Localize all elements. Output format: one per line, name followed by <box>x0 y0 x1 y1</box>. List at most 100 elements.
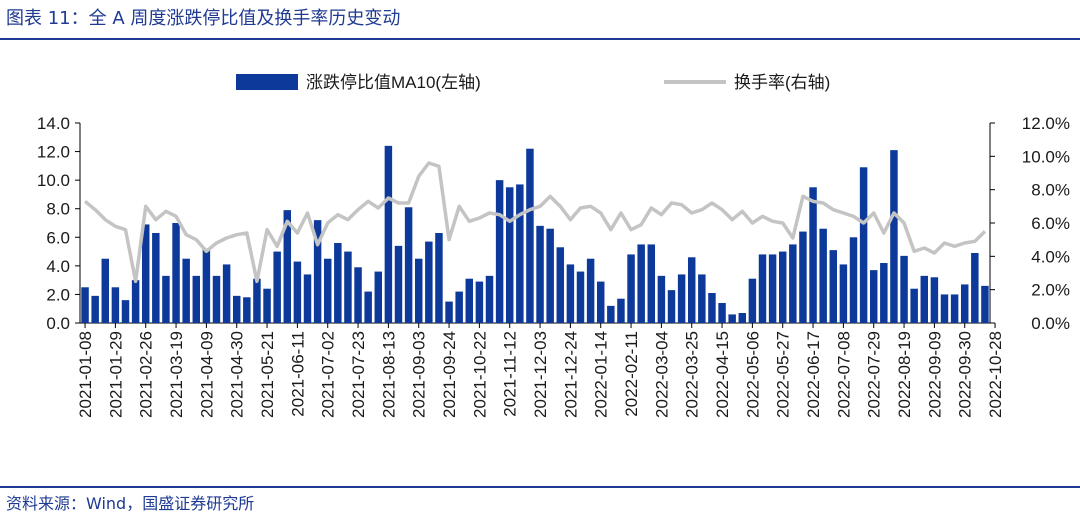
bar <box>708 293 716 323</box>
bottom-rule <box>0 486 1080 488</box>
bar <box>799 231 807 323</box>
x-tick-label: 2022-03-25 <box>683 331 702 418</box>
bar <box>940 294 949 323</box>
bar <box>546 228 554 323</box>
x-tick-label: 2022-10-28 <box>986 331 1005 418</box>
x-tick-label: 2021-01-08 <box>76 331 95 418</box>
bar <box>890 150 898 323</box>
bar <box>374 271 383 323</box>
legend-line-label: 换手率(右轴) <box>734 73 830 92</box>
bar <box>81 287 89 323</box>
x-tick-label: 2021-05-21 <box>258 331 277 418</box>
bar <box>323 258 332 323</box>
chart: 涨跌停比值MA10(左轴) 换手率(右轴) 14.0 12.0 10.0 8.0 6.0… <box>37 73 1070 418</box>
bar <box>313 220 322 323</box>
bar <box>152 233 160 323</box>
bar <box>354 267 362 323</box>
bar <box>728 314 736 323</box>
turnover-line <box>83 161 987 284</box>
source-note: 资料来源：Wind，国盛证券研究所 <box>6 494 255 513</box>
bar <box>192 275 201 323</box>
bar <box>404 207 413 323</box>
bar <box>586 258 595 323</box>
bar <box>516 184 524 323</box>
bar <box>364 291 372 323</box>
y-right-tick-label: 4.0% <box>1031 247 1070 266</box>
y-left-tick-label: 14.0 <box>37 114 70 133</box>
bar <box>617 298 625 323</box>
y-right-tick-label: 10.0% <box>1022 147 1070 166</box>
y-right-tick-label: 2.0% <box>1031 281 1070 300</box>
line-series-group <box>83 161 987 284</box>
bar <box>718 303 726 323</box>
axes <box>75 122 996 328</box>
x-tick-label: 2021-02-26 <box>137 331 156 418</box>
figure-title: 图表 11：全 A 周度涨跌停比值及换手率历史变动 <box>6 8 401 29</box>
x-tick-label: 2021-10-22 <box>470 331 489 418</box>
x-tick-label: 2021-01-29 <box>106 331 125 418</box>
bar <box>455 291 463 323</box>
bar <box>768 254 777 323</box>
x-tick-label: 2021-03-19 <box>167 331 186 418</box>
bar <box>465 278 474 323</box>
bar <box>212 275 221 323</box>
x-tick-label: 2021-09-24 <box>440 331 459 418</box>
x-tick-label: 2022-07-29 <box>865 331 884 418</box>
y-left-tick-label: 2.0 <box>46 285 70 304</box>
x-tick-label: 2022-03-04 <box>652 331 671 418</box>
y-right-tick-label: 6.0% <box>1031 214 1070 233</box>
bar <box>141 224 150 323</box>
y-left-tick-label: 4.0 <box>46 257 70 276</box>
bar <box>880 263 888 323</box>
bar <box>930 277 939 323</box>
bar <box>576 271 585 323</box>
bar <box>425 241 433 323</box>
x-tick-label: 2021-04-30 <box>228 331 247 418</box>
bar <box>283 210 292 323</box>
bar <box>667 290 676 323</box>
bar <box>566 264 575 323</box>
bar <box>232 295 241 323</box>
y-right-tick-label: 12.0% <box>1022 114 1070 133</box>
y-right-tick-label: 0.0% <box>1031 314 1070 333</box>
bar <box>920 275 929 323</box>
bar <box>111 287 120 323</box>
x-tick-label: 2021-12-24 <box>561 331 580 418</box>
x-tick-label: 2022-09-30 <box>956 331 975 418</box>
bar <box>394 245 403 323</box>
bar <box>445 301 453 323</box>
bar <box>859 167 868 323</box>
x-tick-label: 2022-06-17 <box>804 331 823 418</box>
bar <box>960 284 969 323</box>
legend-bar-swatch <box>236 74 298 90</box>
y-left-tick-label: 12.0 <box>37 143 70 162</box>
x-tick-label: 2021-12-03 <box>531 331 550 418</box>
bar <box>819 228 827 323</box>
bar <box>778 251 787 323</box>
y-right-tick-label: 8.0% <box>1031 181 1070 200</box>
bar <box>293 261 302 323</box>
bar <box>900 255 908 323</box>
x-tick-label: 2022-04-15 <box>713 331 732 418</box>
y-left-tick-label: 6.0 <box>46 228 70 247</box>
bar <box>131 280 140 323</box>
bar <box>869 270 878 323</box>
bar <box>101 258 110 323</box>
x-tick-label: 2022-07-08 <box>834 331 853 418</box>
bar <box>789 244 797 323</box>
bar <box>950 294 959 323</box>
x-tick-label: 2022-05-06 <box>743 331 762 418</box>
x-tick-label: 2022-02-11 <box>622 331 641 417</box>
y-left-tick-label: 8.0 <box>46 200 70 219</box>
bar <box>162 275 170 323</box>
bar <box>263 288 271 323</box>
bar <box>121 300 130 323</box>
bar <box>677 274 686 323</box>
bar <box>435 233 443 323</box>
bar <box>485 275 494 323</box>
bar <box>222 264 231 323</box>
legend-bar-label: 涨跌停比值MA10(左轴) <box>306 73 481 92</box>
bar <box>687 257 696 323</box>
bar <box>414 258 423 323</box>
x-tick-label: 2021-04-09 <box>197 331 216 418</box>
